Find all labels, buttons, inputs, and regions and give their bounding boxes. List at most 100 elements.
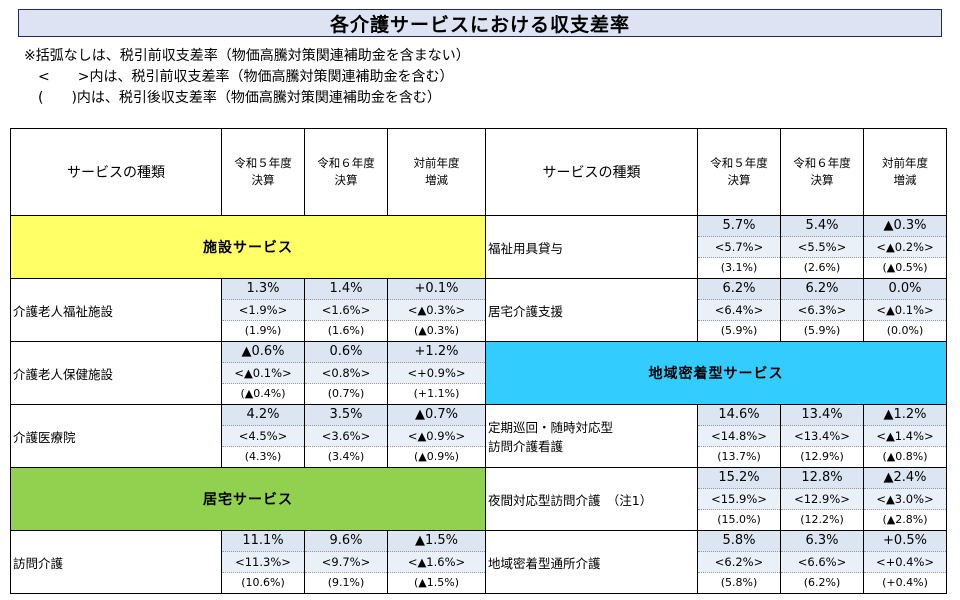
value-cell: <6.6%> [780,551,864,573]
value-cell: 5.8% [697,530,781,552]
value-cell: (3.1%) [697,257,781,279]
value-cell: (▲0.4%) [221,383,305,405]
value-cell: (4.3%) [221,446,305,468]
value-cell: <15.9%> [697,488,781,510]
table-row: <15.9%> <12.9%> <▲3.0%> [11,488,947,510]
value-cell: +0.5% [863,530,947,552]
value-cell: (12.2%) [780,509,864,531]
value-cell: (0.7%) [304,383,388,405]
value-cell: 4.2% [221,404,305,426]
table-row: (3.1%) (2.6%) (▲0.5%) [11,257,947,279]
value-cell: (5.8%) [697,572,781,594]
value-cell: (▲1.5%) [387,572,486,594]
value-cell: 0.0% [863,278,947,300]
value-cell: 5.7% [697,215,781,237]
value-cell: (+0.4%) [863,572,947,594]
value-cell: (▲0.3%) [387,320,486,342]
table-row: 訪問介護 11.1% 9.6% ▲1.5% 地域密着型通所介護 5.8% 6.3… [10,530,947,594]
header-r5: 令和５年度 決算 [697,128,781,216]
table-row: (1.9%) (1.6%) (▲0.3%) (5.9%) (5.9%) (0.0… [11,320,947,342]
value-cell: (▲0.5%) [863,257,947,279]
section-facility: 施設サービス [10,215,486,279]
value-cell: (6.2%) [780,572,864,594]
header-r6: 令和６年度 決算 [304,128,388,216]
value-cell: ▲1.5% [387,530,486,552]
value-cell: ▲0.3% [863,215,947,237]
value-cell: 9.6% [304,530,388,552]
value-cell: 6.2% [697,278,781,300]
value-cell: <14.8%> [697,425,781,447]
table-header-row: サービスの種類 令和５年度 決算 令和６年度 決算 対前年度 増減 サービスの種類 令… [10,128,947,216]
note-line: < >内は、税引前収支差率（物価高騰対策関連補助金を含む） [24,69,454,85]
value-cell: <▲0.2%> [863,236,947,258]
value-cell: (▲0.8%) [863,446,947,468]
value-cell: (5.9%) [780,320,864,342]
header-r5: 令和５年度 決算 [221,128,305,216]
table-row: <5.7%> <5.5%> <▲0.2%> [11,236,947,258]
value-cell: <12.9%> [780,488,864,510]
value-cell: 3.5% [304,404,388,426]
service-label: 福祉用具貸与 [485,215,698,279]
value-cell: <▲1.6%> [387,551,486,573]
table-row: 介護老人保健施設 ▲0.6% 0.6% +1.2% 地域密着型サービス [10,341,947,405]
page-title: 各介護サービスにおける収支差率 [18,9,942,37]
value-cell: <4.5%> [221,425,305,447]
value-cell: ▲2.4% [863,467,947,489]
value-cell: <1.9%> [221,299,305,321]
value-cell: +0.1% [387,278,486,300]
value-cell: (1.9%) [221,320,305,342]
value-cell: <6.3%> [780,299,864,321]
value-cell: (+1.1%) [387,383,486,405]
margin-table: サービスの種類 令和５年度 決算 令和６年度 決算 対前年度 増減 サービスの種類 令… [10,128,947,594]
value-cell: 0.6% [304,341,388,363]
table-row: <11.3%> <9.7%> <▲1.6%> <6.2%> <6.6%> <+0… [11,551,947,573]
value-cell: (13.7%) [697,446,781,468]
service-label: 居宅介護支援 [485,278,698,342]
value-cell: 6.2% [780,278,864,300]
value-cell: (9.1%) [304,572,388,594]
notes: ※括弧なしは、税引前収支差率（物価高騰対策関連補助金を含まない） < >内は、税… [24,46,470,109]
value-cell: (5.9%) [697,320,781,342]
value-cell: <5.5%> [780,236,864,258]
table-row: 施設サービス 福祉用具貸与 5.7% 5.4% ▲0.3% [10,215,947,279]
value-cell: <+0.4%> [863,551,947,573]
header-diff: 対前年度 増減 [387,128,486,216]
service-label: 介護老人福祉施設 [10,278,222,342]
value-cell: <+0.9%> [387,362,486,384]
section-home: 居宅サービス [10,467,486,531]
table-row: <4.5%> <3.6%> <▲0.9%> <14.8%> <13.4%> <▲… [11,425,947,447]
section-community: 地域密着型サービス [485,341,947,405]
table-row: <1.9%> <1.6%> <▲0.3%> <6.4%> <6.3%> <▲0.… [11,299,947,321]
value-cell: +1.2% [387,341,486,363]
value-cell: (▲2.8%) [863,509,947,531]
value-cell: 11.1% [221,530,305,552]
value-cell: 5.4% [780,215,864,237]
value-cell: (10.6%) [221,572,305,594]
value-cell: <1.6%> [304,299,388,321]
value-cell: ▲0.6% [221,341,305,363]
value-cell: <▲0.1%> [863,299,947,321]
value-cell: <▲0.1%> [221,362,305,384]
table-row: (10.6%) (9.1%) (▲1.5%) (5.8%) (6.2%) (+0… [11,572,947,594]
value-cell: <▲0.3%> [387,299,486,321]
value-cell: (12.9%) [780,446,864,468]
value-cell: <▲3.0%> [863,488,947,510]
service-label: 地域密着型通所介護 [485,530,698,594]
value-cell: (▲0.9%) [387,446,486,468]
value-cell: (0.0%) [863,320,947,342]
value-cell: <▲0.9%> [387,425,486,447]
value-cell: <6.2%> [697,551,781,573]
table-row: 介護医療院 4.2% 3.5% ▲0.7% 定期巡回・随時対応型 訪問介護看護 1… [10,404,947,468]
value-cell: <11.3%> [221,551,305,573]
value-cell: (1.6%) [304,320,388,342]
value-cell: <9.7%> [304,551,388,573]
table-row: 介護老人福祉施設 1.3% 1.4% +0.1% 居宅介護支援 6.2% 6.2… [10,278,947,342]
value-cell: 15.2% [697,467,781,489]
service-label: 夜間対応型訪問介護 （注1） [485,467,698,531]
value-cell: 12.8% [780,467,864,489]
table-row: 居宅サービス 夜間対応型訪問介護 （注1） 15.2% 12.8% ▲2.4% [10,467,947,531]
value-cell: 13.4% [780,404,864,426]
note-line: ※括弧なしは、税引前収支差率（物価高騰対策関連補助金を含まない） [24,48,470,64]
value-cell: 1.3% [221,278,305,300]
value-cell: (3.4%) [304,446,388,468]
